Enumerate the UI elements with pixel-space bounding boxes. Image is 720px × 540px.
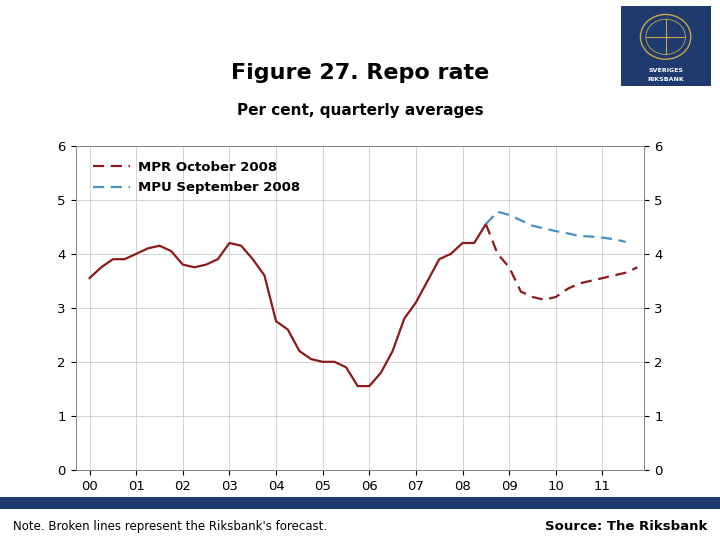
Text: RIKSBANK: RIKSBANK (647, 77, 684, 82)
Text: Note. Broken lines represent the Riksbank's forecast.: Note. Broken lines represent the Riksban… (13, 520, 327, 533)
Legend: MPR October 2008, MPU September 2008: MPR October 2008, MPU September 2008 (88, 156, 305, 199)
Text: Figure 27. Repo rate: Figure 27. Repo rate (231, 63, 489, 83)
Text: Per cent, quarterly averages: Per cent, quarterly averages (237, 103, 483, 118)
Text: Source: The Riksbank: Source: The Riksbank (544, 520, 707, 533)
Text: SVERIGES: SVERIGES (648, 68, 683, 73)
